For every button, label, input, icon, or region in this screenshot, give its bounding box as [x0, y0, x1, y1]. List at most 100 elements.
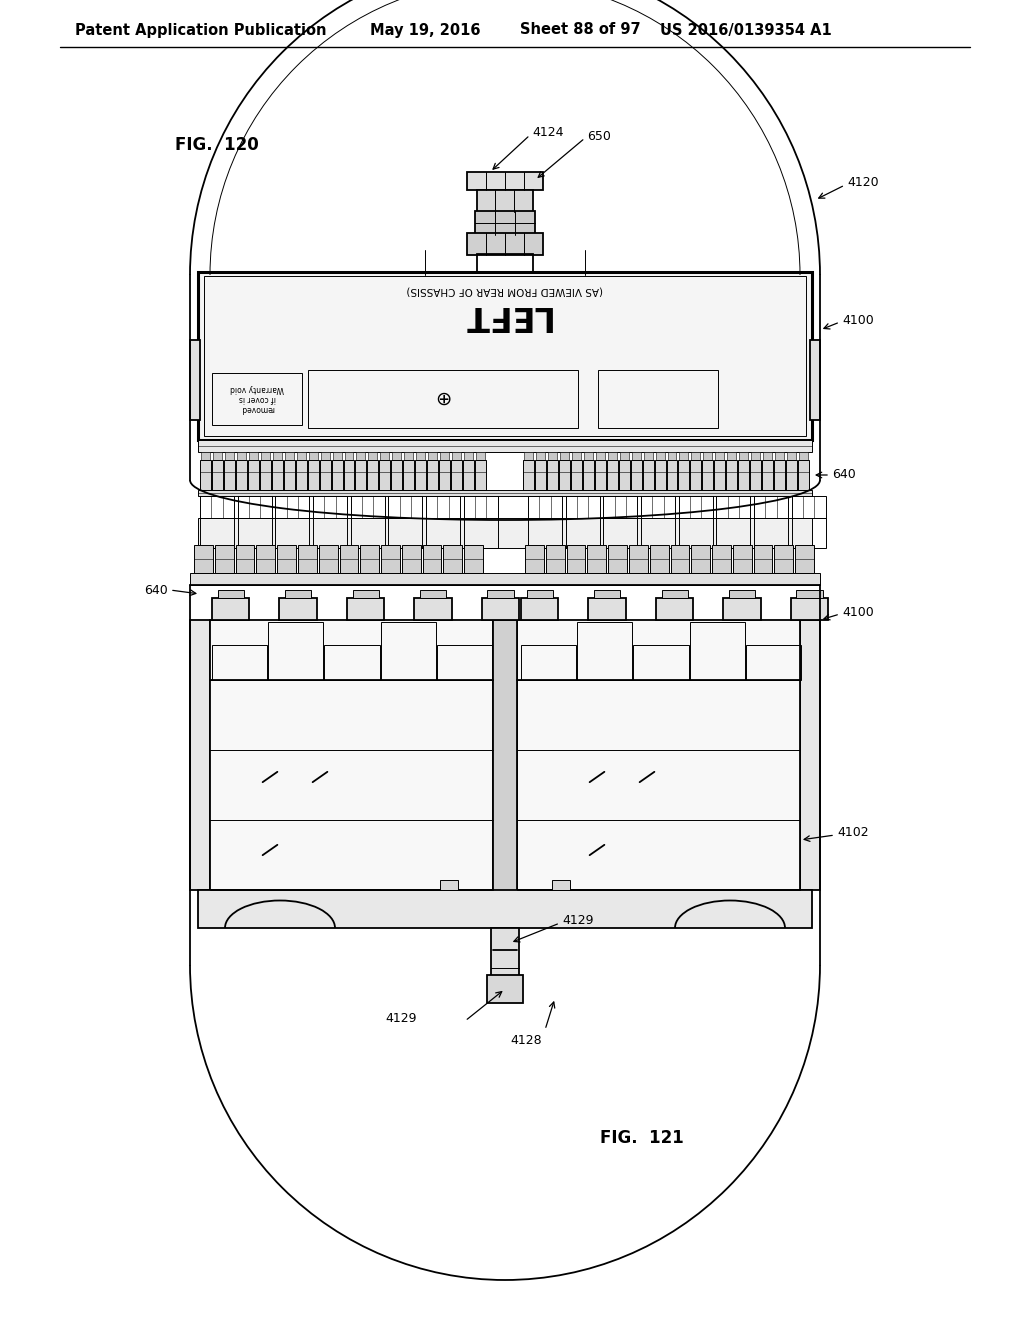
Bar [381, 545, 399, 573]
Bar [671, 545, 689, 573]
Bar [380, 451, 389, 459]
Bar [332, 459, 342, 490]
Bar [237, 451, 246, 459]
Bar [333, 451, 341, 459]
Bar [198, 517, 812, 548]
Bar [440, 880, 458, 890]
Bar [318, 545, 338, 573]
Bar [212, 459, 223, 490]
Bar [475, 211, 535, 235]
Bar [308, 451, 317, 459]
Bar [236, 545, 254, 573]
Bar [751, 459, 761, 490]
Bar [517, 620, 800, 890]
Bar [548, 451, 557, 459]
Bar [275, 496, 309, 517]
Bar [350, 517, 385, 548]
Bar [360, 545, 379, 573]
Bar [285, 451, 294, 459]
Bar [607, 451, 616, 459]
Text: Sheet 88 of 97: Sheet 88 of 97 [520, 22, 641, 37]
Bar [792, 496, 825, 517]
Bar [477, 253, 534, 272]
Bar [350, 496, 385, 517]
Bar [201, 451, 210, 459]
Bar [589, 598, 626, 620]
Bar [716, 451, 724, 459]
Bar [464, 451, 473, 459]
Bar [680, 451, 688, 459]
Bar [733, 545, 752, 573]
Bar [578, 622, 633, 680]
Bar [595, 459, 606, 490]
Bar [344, 451, 353, 459]
Bar [452, 459, 462, 490]
Bar [745, 645, 801, 680]
Bar [493, 620, 517, 950]
Bar [190, 341, 200, 420]
Bar [321, 451, 330, 459]
Bar [297, 451, 305, 459]
Bar [190, 573, 820, 585]
Bar [260, 459, 270, 490]
Bar [667, 459, 678, 490]
Bar [487, 975, 523, 1003]
Bar [717, 517, 751, 548]
Bar [490, 928, 519, 978]
Bar [356, 451, 366, 459]
Bar [643, 459, 653, 490]
Bar [477, 190, 534, 213]
Bar [420, 590, 446, 598]
Bar [194, 545, 213, 573]
Text: LEFT: LEFT [460, 298, 550, 331]
Bar [268, 622, 324, 680]
Text: removed: removed [240, 404, 273, 413]
Text: (AS VIEWED FROM REAR OF CHASSIS): (AS VIEWED FROM REAR OF CHASSIS) [407, 285, 603, 294]
Bar [810, 341, 820, 420]
Bar [528, 517, 562, 548]
Bar [662, 590, 688, 598]
Bar [256, 545, 275, 573]
Bar [225, 451, 233, 459]
Bar [798, 459, 809, 490]
Bar [565, 517, 599, 548]
Bar [786, 459, 797, 490]
Bar [440, 451, 450, 459]
Bar [679, 496, 713, 517]
Bar [453, 451, 461, 459]
Bar [608, 545, 627, 573]
Bar [352, 590, 379, 598]
Bar [325, 645, 380, 680]
Bar [570, 459, 582, 490]
Bar [691, 545, 710, 573]
Bar [238, 496, 271, 517]
Bar [388, 496, 422, 517]
Text: May 19, 2016: May 19, 2016 [370, 22, 480, 37]
Bar [594, 590, 621, 598]
Bar [702, 459, 714, 490]
Bar [210, 620, 493, 890]
Bar [198, 890, 812, 928]
Bar [298, 545, 316, 573]
Bar [679, 459, 689, 490]
Bar [481, 598, 519, 620]
Text: 650: 650 [587, 129, 611, 143]
Bar [271, 459, 283, 490]
Bar [641, 496, 675, 517]
Bar [536, 451, 545, 459]
Bar [690, 459, 701, 490]
Bar [774, 545, 794, 573]
Bar [272, 451, 282, 459]
Bar [654, 459, 666, 490]
Bar [313, 517, 347, 548]
Bar [791, 598, 828, 620]
Bar [388, 517, 422, 548]
Text: US 2016/0139354 A1: US 2016/0139354 A1 [660, 22, 831, 37]
Bar [717, 496, 751, 517]
Bar [656, 598, 693, 620]
Bar [571, 451, 581, 459]
Bar [560, 451, 569, 459]
Bar [754, 545, 772, 573]
Bar [631, 459, 642, 490]
Bar [641, 517, 675, 548]
